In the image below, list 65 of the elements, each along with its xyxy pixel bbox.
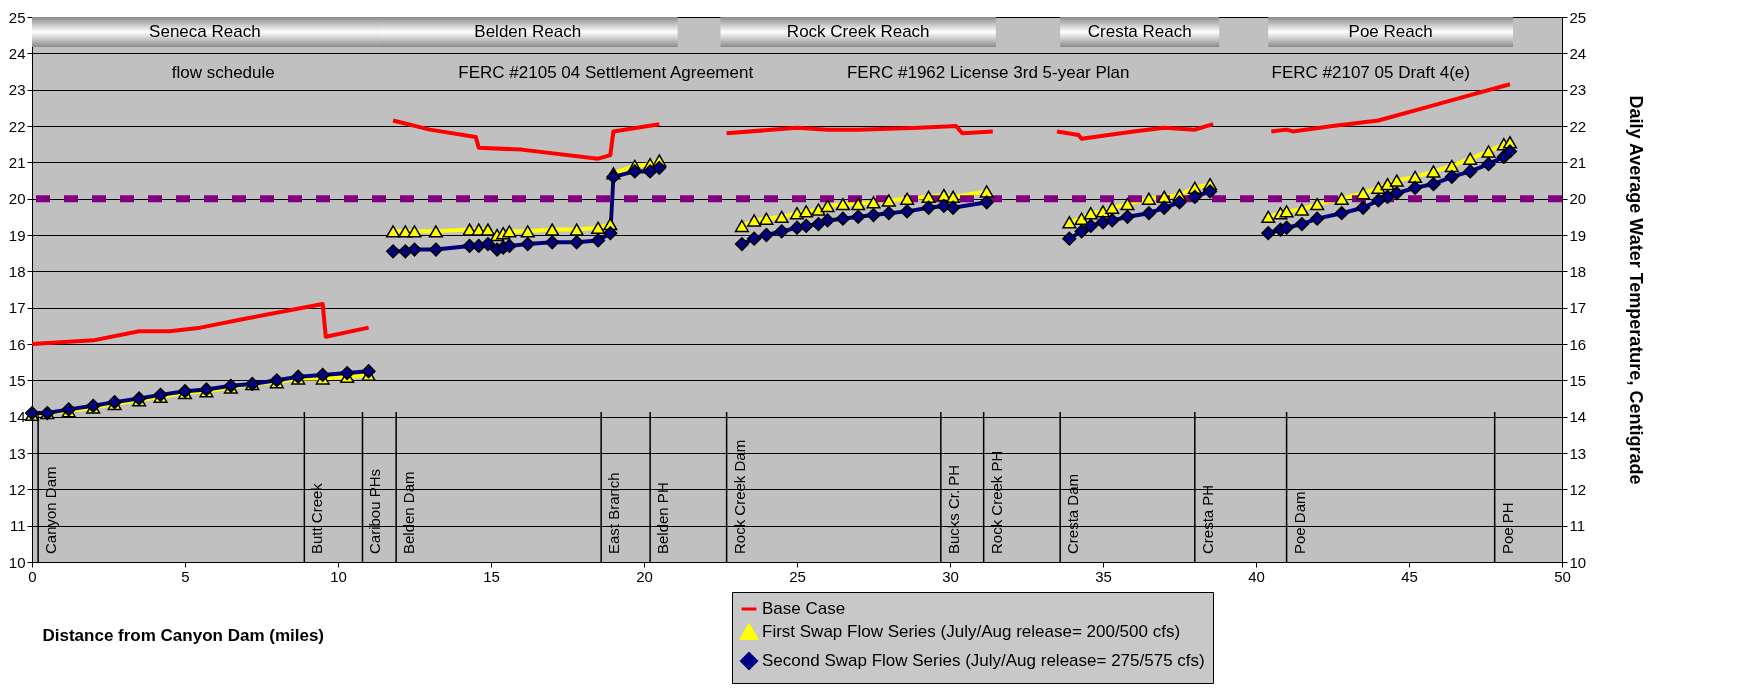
annotation: FERC #1962 License 3rd 5-year Plan bbox=[846, 63, 1130, 82]
y2-tick-label: 17 bbox=[1569, 299, 1587, 317]
y-tick-label: 19 bbox=[8, 226, 26, 244]
ref-line-label: Poe PH bbox=[1498, 502, 1516, 554]
y-tick-label: 17 bbox=[8, 299, 26, 317]
band-label: Rock Creek Reach bbox=[786, 22, 930, 41]
y2-tick-label: 22 bbox=[1569, 117, 1587, 135]
y2-tick-label: 25 bbox=[1569, 8, 1587, 26]
y-tick-label: 20 bbox=[8, 190, 26, 208]
y2-tick-label: 19 bbox=[1569, 226, 1587, 244]
y2-tick-label: 10 bbox=[1569, 553, 1587, 571]
legend-label: First Swap Flow Series (July/Aug release= 200/500 cfs) bbox=[762, 622, 1181, 641]
legend-label: Second Swap Flow Series (July/Aug release= 275/575 cfs) bbox=[762, 651, 1205, 670]
x-tick-label: 0 bbox=[28, 567, 37, 585]
y-tick-label: 10 bbox=[8, 553, 26, 571]
y2-tick-label: 18 bbox=[1569, 262, 1587, 280]
band-label: Cresta Reach bbox=[1087, 22, 1192, 41]
x-tick-label: 30 bbox=[942, 567, 959, 585]
y2-tick-label: 11 bbox=[1569, 517, 1586, 535]
y-tick-label: 22 bbox=[8, 117, 26, 135]
y-tick-label: 23 bbox=[8, 81, 26, 99]
y-tick-label: 21 bbox=[8, 153, 26, 171]
y-tick-label: 11 bbox=[9, 517, 26, 535]
y-tick-label: 18 bbox=[8, 262, 26, 280]
y-tick-label: 14 bbox=[8, 408, 26, 426]
y2-tick-label: 14 bbox=[1569, 408, 1587, 426]
x-tick-label: 10 bbox=[330, 567, 347, 585]
y2-axis-title: Daily Average Water Temperature, Centigrade bbox=[1626, 95, 1647, 485]
x-tick-label: 5 bbox=[181, 567, 190, 585]
x-tick-label: 50 bbox=[1554, 567, 1571, 585]
y-tick-label: 13 bbox=[8, 444, 26, 462]
ref-line-label: Rock Creek Dam bbox=[730, 439, 748, 554]
ref-line-label: Cresta PH bbox=[1198, 484, 1216, 554]
x-tick-label: 40 bbox=[1248, 567, 1265, 585]
legend-label: Base Case bbox=[762, 599, 846, 618]
ref-line-label: Rock Creek PH bbox=[987, 450, 1005, 554]
band-label: Poe Reach bbox=[1348, 22, 1433, 41]
annotation: FERC #2107 05 Draft 4(e) bbox=[1271, 63, 1470, 82]
x-tick-label: 20 bbox=[636, 567, 653, 585]
x-tick-label: 25 bbox=[789, 567, 806, 585]
x-tick-label: 35 bbox=[1095, 567, 1112, 585]
y2-tick-label: 20 bbox=[1569, 190, 1587, 208]
x-axis-title: Distance from Canyon Dam (miles) bbox=[42, 625, 325, 645]
y-tick-label: 24 bbox=[8, 44, 26, 62]
y2-tick-label: 13 bbox=[1569, 444, 1587, 462]
y2-tick-label: 23 bbox=[1569, 81, 1587, 99]
ref-line-label: Belden PH bbox=[654, 482, 672, 554]
y2-tick-label: 24 bbox=[1569, 44, 1587, 62]
y-tick-label: 25 bbox=[8, 8, 26, 26]
y2-tick-label: 12 bbox=[1569, 480, 1587, 498]
y-tick-label: 16 bbox=[8, 335, 26, 353]
band-label: Belden Reach bbox=[474, 22, 582, 41]
y-tick-label: 15 bbox=[8, 371, 26, 389]
y2-tick-label: 15 bbox=[1569, 371, 1587, 389]
y2-tick-label: 16 bbox=[1569, 335, 1587, 353]
ref-line-label: Belden Dam bbox=[400, 471, 418, 554]
annotation: FERC #2105 04 Settlement Agreement bbox=[458, 63, 754, 82]
ref-line-label: Poe Dam bbox=[1290, 491, 1308, 554]
y-tick-label: 12 bbox=[8, 480, 26, 498]
band-label: Seneca Reach bbox=[149, 22, 261, 41]
y2-tick-label: 21 bbox=[1569, 153, 1587, 171]
annotation: flow schedule bbox=[171, 63, 275, 82]
ref-line-label: Cresta Dam bbox=[1064, 473, 1082, 554]
x-tick-label: 15 bbox=[483, 567, 500, 585]
x-tick-label: 45 bbox=[1401, 567, 1418, 585]
